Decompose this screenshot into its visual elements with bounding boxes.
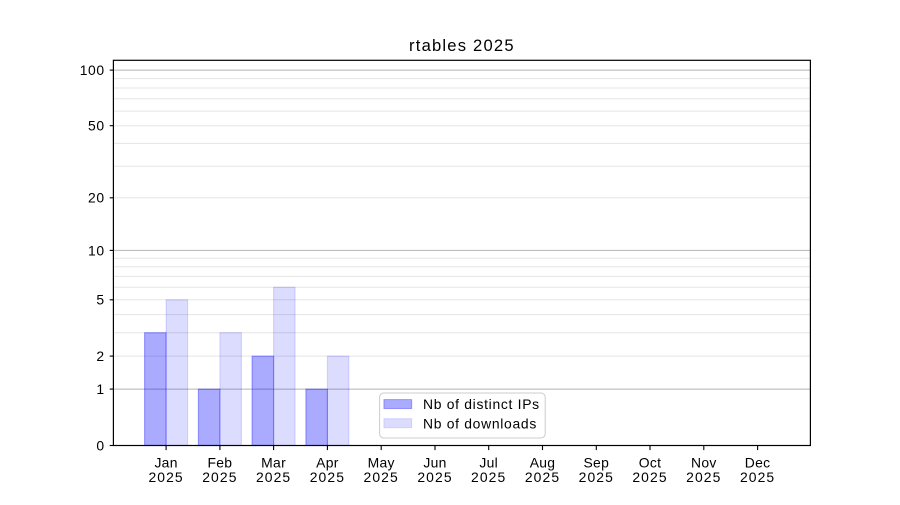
svg-text:2025: 2025 <box>364 469 399 485</box>
svg-text:Oct: Oct <box>639 454 662 470</box>
svg-text:Dec: Dec <box>745 454 771 470</box>
svg-text:2025: 2025 <box>471 469 506 485</box>
svg-text:Jun: Jun <box>423 454 446 470</box>
svg-text:2025: 2025 <box>310 469 345 485</box>
svg-text:20: 20 <box>88 190 105 206</box>
svg-text:Aug: Aug <box>530 454 556 470</box>
svg-text:Sep: Sep <box>583 454 609 470</box>
svg-text:2025: 2025 <box>686 469 721 485</box>
svg-text:2025: 2025 <box>525 469 560 485</box>
svg-text:2025: 2025 <box>632 469 667 485</box>
svg-text:0: 0 <box>96 437 104 453</box>
svg-text:Nov: Nov <box>691 454 717 470</box>
svg-text:2025: 2025 <box>256 469 291 485</box>
svg-text:Feb: Feb <box>207 454 232 470</box>
svg-text:10: 10 <box>88 242 105 258</box>
svg-text:Jan: Jan <box>154 454 177 470</box>
svg-text:May: May <box>368 454 395 470</box>
svg-text:1: 1 <box>96 381 104 397</box>
svg-text:Nb of downloads: Nb of downloads <box>423 415 537 431</box>
svg-text:rtables 2025: rtables 2025 <box>409 36 515 55</box>
svg-text:5: 5 <box>96 292 104 308</box>
svg-text:Apr: Apr <box>316 454 339 470</box>
svg-text:100: 100 <box>80 62 105 78</box>
svg-text:2025: 2025 <box>740 469 775 485</box>
svg-text:Jul: Jul <box>479 454 498 470</box>
svg-text:2025: 2025 <box>417 469 452 485</box>
svg-text:50: 50 <box>88 118 105 134</box>
svg-text:2025: 2025 <box>579 469 614 485</box>
svg-text:2: 2 <box>96 348 104 364</box>
svg-text:2025: 2025 <box>148 469 183 485</box>
svg-text:Nb of distinct IPs: Nb of distinct IPs <box>423 396 540 412</box>
svg-text:Mar: Mar <box>261 454 286 470</box>
svg-text:2025: 2025 <box>202 469 237 485</box>
